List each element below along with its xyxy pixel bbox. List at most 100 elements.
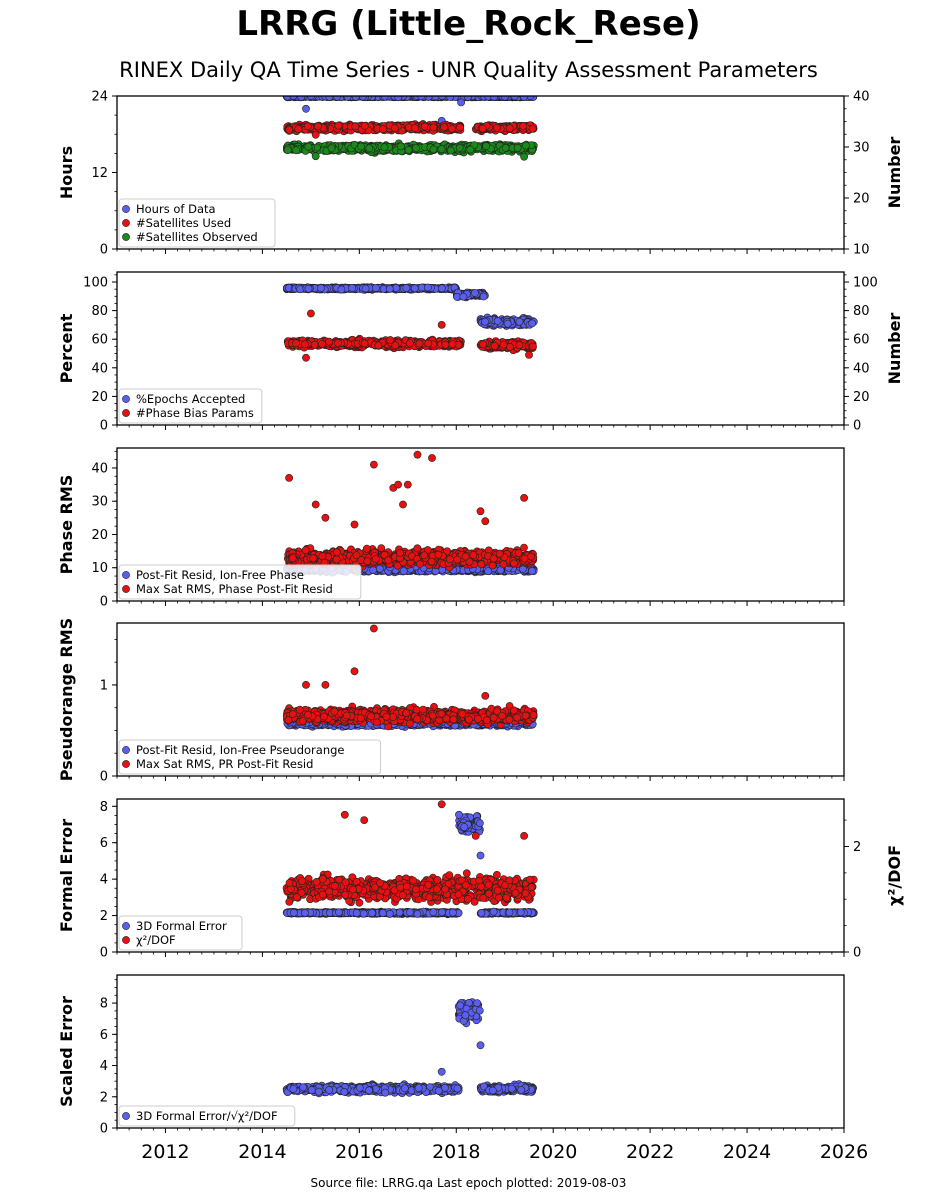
data-point	[402, 284, 411, 292]
data-point	[478, 124, 487, 133]
data-point	[437, 284, 446, 293]
y-right-tick-label: 10	[853, 243, 870, 258]
data-point	[411, 124, 419, 133]
data-point	[515, 317, 524, 326]
y-tick-label: 80	[91, 304, 108, 319]
data-point	[292, 146, 300, 155]
legend-box	[118, 198, 276, 248]
y-axis-label-right: Number	[885, 313, 904, 385]
data-point	[337, 285, 346, 294]
legend-entry: #Satellites Used	[136, 216, 231, 230]
data-point	[528, 567, 536, 575]
data-point	[521, 141, 530, 150]
data-point	[455, 123, 464, 132]
data-point	[529, 342, 537, 351]
data-point	[371, 284, 380, 292]
data-point	[499, 340, 508, 349]
data-point	[304, 284, 313, 293]
data-point-outlier	[525, 350, 533, 359]
y-right-tick-label: 40	[853, 361, 870, 376]
data-point	[297, 96, 306, 101]
data-point	[394, 96, 403, 102]
y-right-tick-label: 20	[853, 390, 870, 405]
data-point	[479, 340, 487, 349]
data-point	[503, 319, 512, 328]
data-point	[446, 96, 455, 101]
legend-entry: Hours of Data	[136, 202, 216, 216]
data-point-outlier	[306, 309, 315, 318]
data-point	[515, 341, 524, 349]
figure-title: LRRG (Little_Rock_Rese)	[236, 4, 701, 44]
data-point	[313, 122, 322, 131]
data-point	[348, 284, 357, 292]
data-point	[519, 122, 528, 130]
data-point	[440, 123, 448, 132]
y-tick-label: 12	[91, 166, 108, 181]
data-point	[429, 123, 438, 132]
legend-marker	[122, 233, 130, 241]
data-point	[459, 292, 468, 301]
data-point	[351, 96, 360, 101]
data-point	[390, 124, 399, 133]
y-right-tick-label: 30	[853, 141, 870, 156]
y-right-tick-label: 100	[853, 276, 878, 291]
data-point	[334, 121, 343, 130]
data-point	[304, 142, 313, 151]
data-point	[343, 96, 352, 101]
data-point	[490, 96, 498, 101]
data-point	[470, 289, 479, 297]
data-point	[415, 339, 424, 348]
data-point	[386, 336, 395, 344]
data-point-outlier	[457, 98, 465, 107]
data-point	[446, 146, 455, 155]
y-axis-label: Percent	[57, 313, 76, 383]
y-right-tick-label: 60	[853, 333, 870, 348]
data-point	[429, 145, 438, 154]
legend-marker	[122, 205, 130, 213]
data-point	[448, 340, 457, 348]
data-point	[289, 96, 298, 100]
data-point	[410, 284, 419, 293]
y-right-tick-label: 80	[853, 304, 870, 319]
data-point	[292, 339, 300, 348]
data-point	[513, 143, 522, 152]
data-point	[481, 317, 489, 326]
data-point	[423, 283, 432, 292]
data-point	[437, 145, 446, 153]
panel-2-points	[282, 283, 538, 362]
legend: %Epochs Accepted#Phase Bias Params	[118, 388, 263, 424]
data-point	[334, 338, 342, 347]
panel-1-points	[282, 96, 538, 161]
data-point	[360, 339, 369, 348]
legend-marker	[122, 219, 130, 227]
data-point-outlier	[302, 104, 310, 113]
y-right-tick-label: 20	[853, 192, 870, 207]
data-point	[399, 567, 408, 575]
data-point	[520, 543, 528, 552]
legend: Hours of Data#Satellites Used#Satellites…	[118, 198, 276, 248]
data-point	[493, 316, 502, 325]
data-point-outlier	[311, 130, 320, 139]
data-point-outlier	[302, 353, 310, 362]
y-tick-label: 60	[91, 333, 108, 348]
y-right-tick-label: 40	[853, 90, 870, 105]
y-axis-label-right: Number	[885, 137, 904, 209]
data-point	[441, 340, 450, 349]
data-point	[369, 566, 378, 574]
data-point	[505, 124, 514, 133]
data-point	[318, 340, 326, 348]
y-tick-label: 100	[83, 276, 108, 291]
data-point	[501, 143, 510, 152]
data-point	[379, 125, 387, 134]
y-tick-label: 0	[100, 243, 108, 258]
y-tick-label: 24	[91, 90, 108, 105]
data-point	[528, 319, 537, 328]
data-point	[520, 96, 528, 101]
data-point	[466, 145, 475, 154]
data-point	[374, 341, 383, 350]
data-point	[528, 124, 537, 133]
